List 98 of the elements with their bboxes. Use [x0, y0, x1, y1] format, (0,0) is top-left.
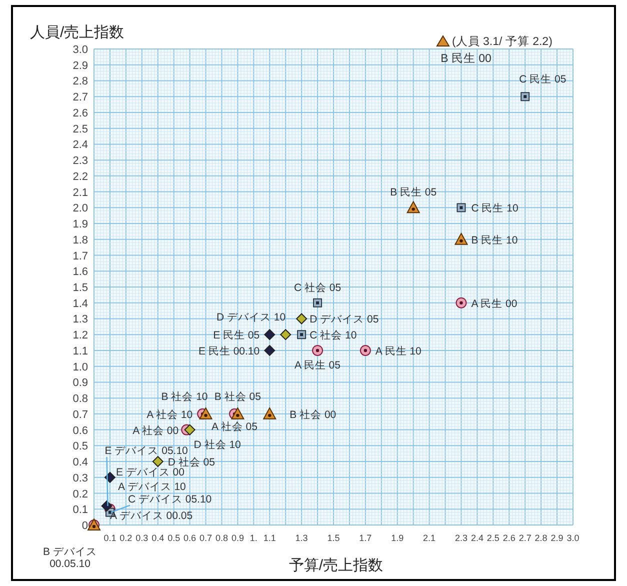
y-tick-label: 0.2: [72, 488, 88, 500]
y-tick-label: 0.5: [72, 440, 88, 453]
annotation: E デバイス 05.10: [104, 444, 188, 457]
x-tick-label: 2.6: [502, 533, 516, 543]
y-tick-label: 0.6: [72, 424, 88, 437]
y-tick-label: 0.9: [72, 377, 88, 390]
y-tick-label: 0.3: [72, 472, 88, 484]
x-tick-label: 2.9: [550, 533, 564, 543]
annotation: A 社会 05: [212, 420, 258, 433]
x-tick-label: 1.: [250, 533, 258, 543]
annotation: D 社会 10: [194, 438, 242, 451]
annotation: A 社会 10: [146, 408, 193, 421]
y-tick-label: 1.3: [72, 314, 88, 326]
x-tick-label: 2.5: [486, 533, 500, 543]
point: [520, 92, 530, 102]
y-tick-label: 2.7: [72, 92, 88, 104]
y-tick-label: 2.9: [72, 60, 88, 72]
x-tick-label: 2.7: [518, 533, 532, 543]
point: [264, 344, 276, 356]
x-tick-label: 0.3: [136, 533, 148, 543]
y-tick-label: 1.5: [72, 282, 88, 294]
x-tick-label: 1.3: [295, 533, 308, 543]
y-tick-label: 1.4: [72, 298, 88, 310]
x-tick-label: 0.7: [200, 533, 212, 543]
x-tick-label: 0.1: [104, 533, 116, 543]
x-tick-label: 1.7: [359, 533, 372, 543]
annotation: B 社会 05: [214, 390, 262, 403]
annotation: C 民生 10: [471, 202, 518, 215]
annotation: C デバイス 05.10: [128, 493, 212, 506]
y-tick-label: 0.1: [72, 504, 88, 516]
y-tick-label: 2.3: [72, 155, 88, 168]
point: [456, 297, 467, 308]
y-tick-label: 1.6: [72, 266, 88, 278]
annotation: E デバイス 00: [116, 466, 185, 478]
annotation: B デバイス 00.05.10: [43, 546, 97, 570]
x-tick-label: 1.5: [327, 533, 340, 543]
point: [264, 329, 276, 340]
x-tick-label: 1.1: [263, 533, 276, 543]
y-tick-label: 1.2: [72, 330, 88, 342]
annotation: A 民生 10: [375, 344, 422, 358]
y-tick-label: 0: [82, 520, 88, 532]
x-tick-label: 0.4: [152, 533, 164, 543]
point: [296, 313, 308, 324]
x-axis-title: 予算/売上指数: [288, 557, 384, 574]
x-tick-label: 1.9: [391, 533, 404, 543]
y-tick-label: 1.8: [72, 234, 88, 246]
annotation: A 民生 05: [294, 358, 341, 372]
annotation: B 民生 05: [390, 186, 437, 199]
x-tick-label: 0.6: [184, 533, 196, 543]
annotation: E 民生 00.10: [198, 344, 260, 358]
y-tick-label: 1.7: [72, 250, 88, 262]
y-tick-label: 1.1: [72, 345, 88, 358]
y-tick-label: 0.4: [72, 456, 88, 469]
x-tick-label: 2.4: [470, 533, 484, 543]
point: [280, 329, 292, 340]
x-tick-label: 2.1: [423, 533, 436, 543]
y-tick-label: 2.6: [72, 107, 88, 120]
annotation: C 社会 10: [310, 328, 357, 342]
annotation: A 民生 00: [471, 296, 518, 310]
x-tick-label: 0.5: [168, 533, 180, 543]
y-tick-label: 1.0: [72, 361, 88, 374]
y-tick-label: 0.7: [72, 408, 88, 421]
annotation: D 社会 05: [168, 456, 216, 469]
annotation: B 民生 10: [471, 233, 518, 246]
point: [297, 330, 306, 340]
y-tick-label: 2.0: [72, 202, 88, 215]
x-tick-label: 2.8: [534, 533, 548, 543]
annotation: B 社会 10: [161, 390, 208, 403]
annotation: B 社会 00: [290, 408, 336, 421]
text: (人員 3.1/ 予算 2.2): [452, 35, 553, 48]
annotation: B 民生 00: [440, 52, 492, 65]
x-tick-label: 0.2: [120, 533, 132, 543]
y-tick-label: 2.8: [72, 76, 88, 88]
x-tick-label: 0.9: [231, 533, 244, 543]
y-tick-label: 3.0: [72, 44, 88, 56]
annotation: A 社会 00: [132, 424, 179, 437]
annotation: A デバイス 10: [118, 481, 186, 494]
annotation: C 社会 05: [294, 280, 342, 294]
y-tick-label: 2.5: [72, 123, 88, 136]
point: [312, 344, 324, 356]
point: [456, 203, 466, 212]
y-tick-label: 2.4: [72, 139, 88, 152]
y-tick-label: 1.9: [72, 218, 88, 231]
point: [152, 456, 164, 468]
x-tick-label: 0.8: [215, 533, 228, 543]
annotation: D デバイス 05: [310, 314, 379, 326]
y-tick-label: 2.2: [72, 170, 88, 183]
y-axis-title: 人員/売上指数: [30, 24, 124, 41]
x-tick-label: 2.3: [454, 533, 468, 543]
y-tick-label: 0.8: [72, 393, 88, 406]
annotation: D デバイス 10: [216, 312, 286, 324]
x-tick-label: 3.0: [566, 533, 580, 543]
y-tick-label: 2.1: [72, 186, 88, 199]
annotation: E 民生 05: [213, 328, 260, 342]
annotation: C 民生 05: [519, 72, 566, 86]
point: [360, 344, 371, 356]
point: [313, 298, 322, 308]
point: [184, 424, 196, 436]
